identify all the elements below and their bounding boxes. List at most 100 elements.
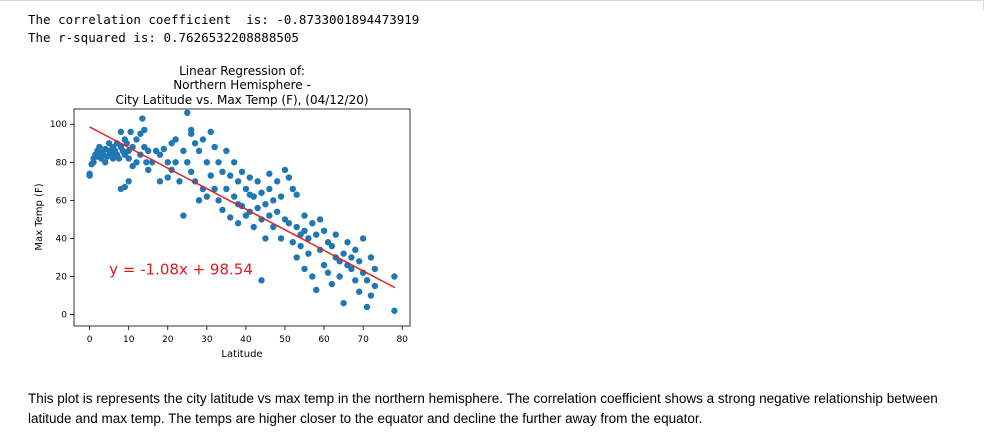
data-point xyxy=(391,307,398,314)
x-tick-label: 80 xyxy=(396,335,408,345)
data-points xyxy=(86,109,398,314)
data-point xyxy=(309,273,316,280)
data-point xyxy=(141,126,148,134)
markdown-description: This plot is represents the city latitud… xyxy=(28,391,938,426)
data-point xyxy=(133,136,140,143)
data-point xyxy=(352,246,359,254)
data-point xyxy=(289,239,296,246)
x-tick-label: 60 xyxy=(318,335,330,345)
data-point xyxy=(313,231,320,238)
y-axis-ticks: 0 20 40 60 80 100 xyxy=(50,120,74,321)
data-point xyxy=(207,128,214,136)
x-tick-label: 40 xyxy=(240,335,252,345)
data-point xyxy=(301,265,308,273)
correlation-output-line: The correlation coefficient is: -0.87330… xyxy=(28,12,420,27)
data-point xyxy=(289,185,296,193)
x-tick-label: 10 xyxy=(123,335,135,345)
data-point xyxy=(371,282,379,290)
y-tick-label: 20 xyxy=(56,273,68,283)
data-point xyxy=(391,273,398,280)
data-point xyxy=(305,235,312,242)
data-point xyxy=(156,178,164,185)
data-point xyxy=(297,242,304,250)
data-point xyxy=(356,258,363,265)
y-tick-label: 60 xyxy=(56,196,68,206)
data-point xyxy=(203,193,211,200)
x-tick-label: 0 xyxy=(87,335,93,345)
data-point xyxy=(143,159,150,166)
data-point xyxy=(125,178,132,185)
data-point xyxy=(285,174,293,181)
regression-line xyxy=(89,126,396,289)
data-point xyxy=(359,235,367,242)
data-point xyxy=(301,227,308,235)
data-point xyxy=(316,216,324,223)
regression-equation: y = -1.08x + 98.54 xyxy=(109,261,253,279)
data-point xyxy=(199,136,207,143)
data-point xyxy=(270,223,277,231)
data-point xyxy=(367,292,375,299)
data-point xyxy=(102,159,109,166)
data-point xyxy=(348,265,355,273)
x-tick-label: 30 xyxy=(201,335,213,345)
data-point xyxy=(250,223,257,231)
data-point xyxy=(266,170,273,177)
data-point xyxy=(266,212,273,219)
data-point xyxy=(115,155,123,162)
data-point xyxy=(254,178,261,185)
data-point xyxy=(172,136,179,143)
data-point xyxy=(363,277,371,284)
data-point xyxy=(242,185,250,193)
data-point xyxy=(344,239,351,246)
data-point xyxy=(230,159,238,166)
data-point xyxy=(246,174,254,181)
data-point xyxy=(238,168,246,176)
data-point xyxy=(219,168,226,176)
data-point xyxy=(219,206,226,214)
data-point xyxy=(281,166,289,174)
data-point xyxy=(176,178,183,185)
data-point xyxy=(234,178,242,185)
x-axis-label: Latitude xyxy=(221,349,262,360)
chart-title: Linear Regression of: Northern Hemispher… xyxy=(115,64,368,107)
data-point xyxy=(164,174,171,181)
y-tick-label: 0 xyxy=(61,311,67,321)
data-point xyxy=(324,269,332,276)
data-point xyxy=(258,277,265,284)
data-point xyxy=(293,223,300,231)
data-point xyxy=(227,172,234,179)
data-point xyxy=(277,193,285,200)
chart-title-line-1: Linear Regression of: xyxy=(179,64,305,78)
x-axis-ticks: 0 10 20 30 40 50 60 70 80 xyxy=(87,326,408,345)
data-point xyxy=(191,140,199,147)
data-point xyxy=(352,277,359,284)
data-point xyxy=(273,178,281,185)
data-point xyxy=(356,288,363,295)
data-point xyxy=(277,235,285,242)
data-point xyxy=(195,197,203,204)
data-point xyxy=(184,109,191,117)
data-point xyxy=(117,185,125,193)
data-point xyxy=(234,220,242,227)
data-point xyxy=(270,197,277,204)
data-point xyxy=(262,200,269,208)
data-point xyxy=(86,172,93,179)
data-point xyxy=(258,189,265,196)
data-point xyxy=(313,286,320,294)
data-point xyxy=(117,128,125,136)
data-point xyxy=(336,273,343,280)
data-point xyxy=(363,303,371,311)
data-point xyxy=(145,166,152,174)
data-point xyxy=(96,143,103,151)
x-tick-label: 50 xyxy=(279,335,291,345)
data-point xyxy=(223,147,230,155)
data-point xyxy=(367,254,375,261)
data-point xyxy=(188,126,195,134)
data-point xyxy=(254,204,261,212)
cell-output-text: The correlation coefficient is: -0.87330… xyxy=(28,11,419,47)
y-tick-label: 80 xyxy=(56,158,68,168)
data-point xyxy=(293,254,300,261)
data-point xyxy=(160,145,168,153)
data-point xyxy=(301,212,308,219)
